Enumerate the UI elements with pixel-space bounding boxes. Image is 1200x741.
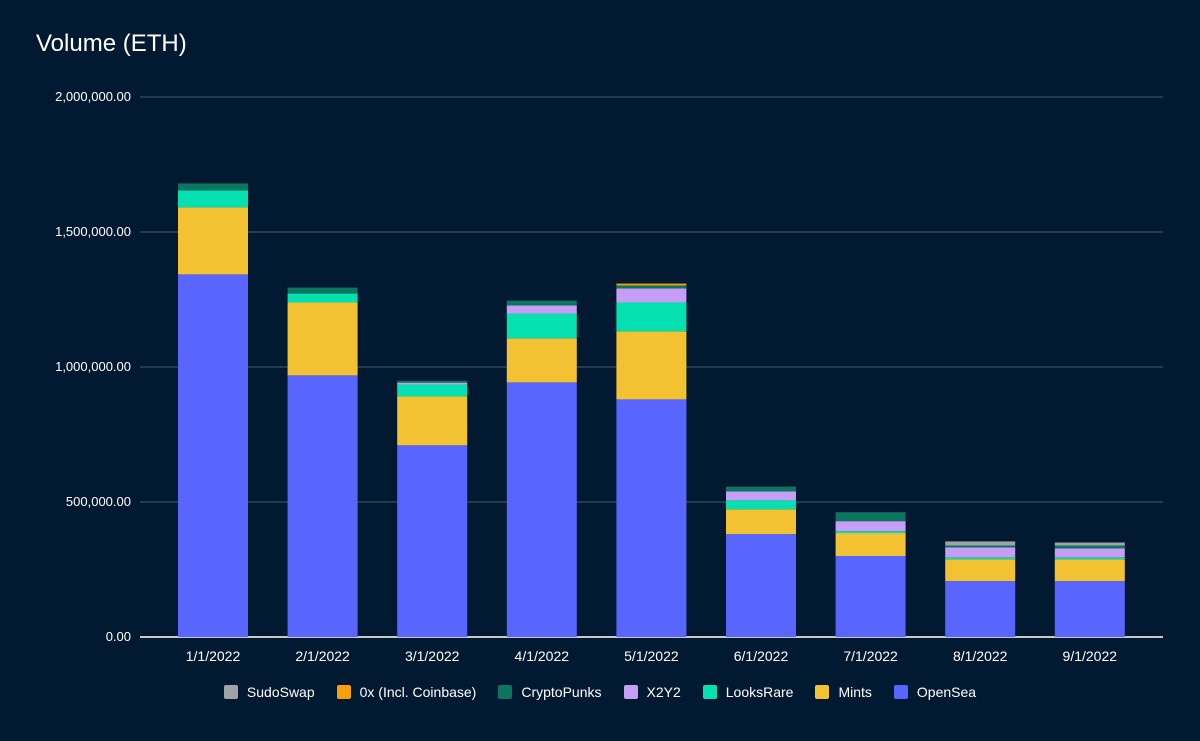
chart-title: Volume (ETH) [36,30,187,57]
bar-stack [287,287,358,637]
bar-stack [835,512,906,637]
x-tick-label: 9/1/2022 [1063,648,1118,664]
x-tick-label: 5/1/2022 [624,648,679,664]
bar-segment-opensea [835,556,906,637]
legend-item[interactable]: SudoSwap [223,684,315,700]
legend: SudoSwap 0x (Incl. Coinbase) CryptoPunks X2… [0,684,1200,700]
legend-item[interactable]: OpenSea [893,684,977,700]
y-tick-label: 1,500,000.00 [55,224,131,239]
bar-stack [178,183,248,637]
x-tick-label: 8/1/2022 [953,648,1008,664]
bar-segment-mints [506,338,577,383]
bar-segment-looksrare [616,302,687,332]
x-tick-label: 2/1/2022 [295,648,350,664]
bar-stack [726,486,796,637]
legend-item[interactable]: X2Y2 [623,684,681,700]
bar-segment-opensea [397,445,468,637]
bar-segment-mints [1054,559,1125,582]
x-tick-label: 6/1/2022 [734,648,789,664]
bar-segment-mints [726,509,796,535]
y-tick-label: 1,000,000.00 [55,359,131,374]
bar-segment-x2y2 [506,305,577,314]
x-tick-label: 4/1/2022 [515,648,570,664]
bar-segment-x2y2 [616,288,687,303]
legend-swatch [336,685,351,699]
bar-segment-opensea [178,274,248,637]
legend-item[interactable]: 0x (Incl. Coinbase) [336,684,477,700]
legend-swatch [815,685,830,699]
bar-segment-looksrare [287,293,358,303]
bar-segment-opensea [287,375,358,637]
bar-segment-opensea [945,581,1016,637]
x-tick-label: 7/1/2022 [843,648,898,664]
bar-segment-opensea [726,534,796,637]
bar-segment-mints [616,331,687,400]
bar-segment-opensea [616,399,687,637]
legend-item[interactable]: CryptoPunks [498,684,602,700]
x-axis-ticks: 1/1/2022 2/1/2022 3/1/2022 4/1/2022 5/1/2022… [186,648,1118,664]
bar-segment-looksrare [945,557,1016,560]
bar-segment-opensea [506,382,577,637]
bar-segment-looksrare [397,384,468,397]
legend-label: Mints [838,684,872,700]
x-tick-label: 1/1/2022 [186,648,241,664]
bar-segment-opensea [1054,581,1125,637]
bar-segment-mints [835,533,906,556]
bar-segment-x2y2 [397,382,468,385]
bar-segment-sudoswap [945,541,1016,546]
bar-segment-looksrare [506,313,577,339]
bar-segment-x2y2 [945,547,1016,558]
bars [178,183,1125,637]
bar-segment-0x-incl-coinbase [616,283,687,286]
bar-segment-cryptopunks [616,285,687,289]
bar-segment-mints [397,396,468,446]
bar-stack [1054,542,1125,637]
legend-swatch [623,685,638,699]
bar-stack [616,283,687,637]
legend-label: X2Y2 [646,684,681,700]
bar-segment-mints [945,559,1016,582]
y-tick-label: 2,000,000.00 [55,89,131,104]
bar-segment-cryptopunks [506,300,577,306]
bar-stack [945,541,1016,637]
bar-segment-cryptopunks [945,545,1016,548]
bar-segment-cryptopunks [1054,545,1125,549]
y-tick-label: 500,000.00 [66,494,131,509]
legend-label: OpenSea [916,684,977,700]
legend-swatch [702,685,717,699]
bar-segment-looksrare [726,500,796,510]
legend-label: 0x (Incl. Coinbase) [359,684,477,700]
bar-segment-x2y2 [726,491,796,501]
bar-stack [506,300,577,637]
bar-segment-x2y2 [1054,548,1125,558]
bar-segment-mints [287,302,358,376]
bar-segment-looksrare [835,531,906,534]
bar-segment-cryptopunks [835,512,906,522]
bar-segment-cryptopunks [397,380,468,383]
legend-item[interactable]: LooksRare [702,684,794,700]
bar-segment-cryptopunks [287,287,358,294]
y-tick-label: 0.00 [106,629,131,644]
bar-segment-looksrare [1054,557,1125,560]
legend-swatch [893,685,908,699]
legend-item[interactable]: Mints [815,684,872,700]
y-axis-ticks: 0.00 500,000.00 1,000,000.00 1,500,000.00 2,… [55,89,131,644]
bar-segment-x2y2 [835,521,906,532]
legend-swatch [223,685,238,699]
legend-label: SudoSwap [246,684,315,700]
legend-label: CryptoPunks [521,684,602,700]
bar-segment-looksrare [178,190,248,208]
legend-label: LooksRare [725,684,794,700]
x-tick-label: 3/1/2022 [405,648,460,664]
bar-stack [397,380,468,637]
bar-segment-sudoswap [1054,542,1125,546]
bar-segment-cryptopunks [178,183,248,191]
legend-swatch [498,685,513,699]
bar-segment-mints [178,207,248,275]
bar-segment-cryptopunks [726,486,796,492]
